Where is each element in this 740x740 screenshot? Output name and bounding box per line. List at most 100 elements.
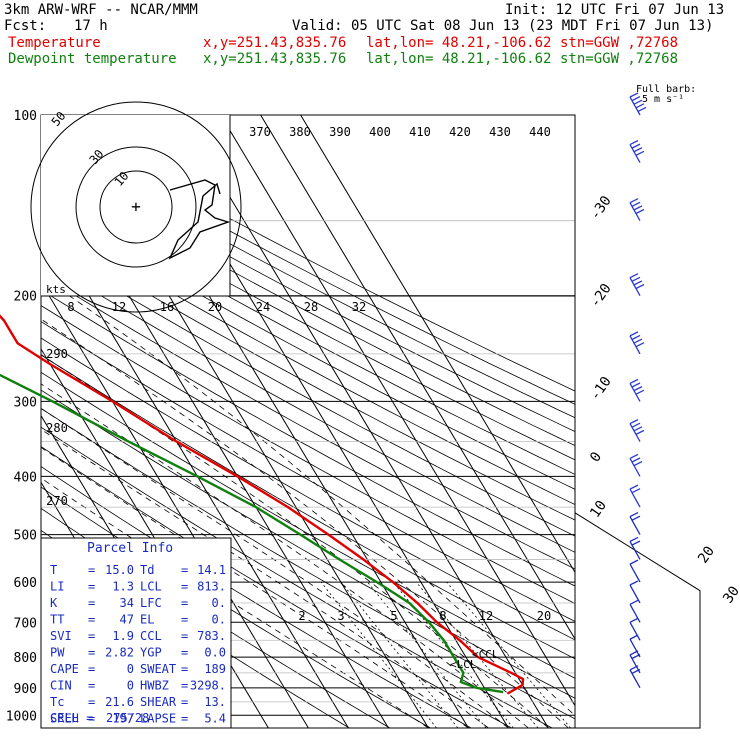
parcel-field-value: 0. <box>212 596 226 610</box>
dry-adiabat-line <box>41 175 575 461</box>
isotherm-line <box>260 115 575 640</box>
parcel-field-label: PW <box>50 646 65 660</box>
dry-adiabat-line <box>41 188 575 475</box>
temperature-profile-point <box>392 581 394 583</box>
wind-barb-flag <box>629 331 639 337</box>
wind-barb-staff <box>629 202 641 222</box>
wind-barb-staff <box>629 423 641 442</box>
mixing-ratio-label: 5 <box>390 609 397 623</box>
parcel-field-label: YGP <box>140 646 162 660</box>
wind-barb-flag <box>633 99 643 105</box>
plot-extension-frame <box>574 512 701 729</box>
isotherm-label: 20 <box>695 543 718 566</box>
wind-barb-flag <box>629 378 639 384</box>
dry-adiabat-line <box>41 337 575 641</box>
parcel-field-value: 1.9 <box>112 629 134 643</box>
wind-barb-staff <box>629 638 641 658</box>
pressure-tick-label: 700 <box>14 616 37 631</box>
pressure-tick-label: 100 <box>14 109 37 124</box>
mixing-ratio-line <box>446 581 571 728</box>
parcel-field-value: 189 <box>204 662 226 676</box>
dewpoint-profile-point <box>51 400 54 402</box>
wind-barb-flag <box>631 382 641 388</box>
wind-barb-flag <box>629 419 639 425</box>
pressure-tick-label: 800 <box>14 651 37 666</box>
wind-barb-flag <box>635 429 645 435</box>
wind-barb-flag <box>631 143 641 149</box>
mixing-ratio-line <box>320 581 437 728</box>
model-title: 3km ARW-WRF -- NCAR/MMM <box>4 2 198 18</box>
dry-adiabat-line <box>41 125 575 405</box>
wind-barb-flag <box>633 386 643 392</box>
hodograph-ring <box>30 101 242 313</box>
parcel-info-box: Parcel Info T = 15.0 Td = 14.1 LI = 1.3 LCL = 813. K =… <box>40 537 232 729</box>
parcel-field-eq: = <box>181 580 188 594</box>
hodograph-speed-tick: 12 <box>112 300 126 314</box>
dry-adiabat-line <box>41 162 575 446</box>
parcel-field-label: CAPE <box>50 662 79 676</box>
temperature-legend: Temperature <box>8 35 101 51</box>
hodograph-speed-tick: 24 <box>256 300 270 314</box>
wind-barb-flag <box>631 334 641 341</box>
wind-barb-flag <box>633 338 643 344</box>
temperature-profile-point <box>17 342 19 344</box>
theta-e-label: 430 <box>489 125 511 139</box>
parcel-field-value: 21.6 <box>105 695 134 709</box>
wind-barb-flag <box>631 457 641 463</box>
wind-barb-staff <box>629 96 641 116</box>
lcl-label: <LCL <box>450 658 477 671</box>
wind-barb-flag <box>629 453 639 459</box>
dewpoint-profile-point <box>428 621 430 623</box>
moist-adiabat-line <box>41 477 429 728</box>
wind-barb-flag <box>635 389 645 395</box>
dry-adiabat-line <box>41 244 575 537</box>
mixing-ratio-label: 12 <box>479 609 493 623</box>
parcel-info-title: Parcel Info <box>87 541 173 556</box>
pressure-tick-label: 1000 <box>6 709 37 724</box>
wind-barb-staff <box>629 541 641 560</box>
parcel-field-eq: = <box>88 646 95 660</box>
temperature-profile-point <box>436 621 438 623</box>
dewpoint-legend: Dewpoint temperature <box>8 51 177 67</box>
wind-barb-flag <box>635 150 645 156</box>
wind-barb-staff <box>629 603 641 623</box>
wind-barb-flag <box>635 283 645 290</box>
wind-barb-flag <box>637 106 647 112</box>
wind-barb-flag <box>629 139 639 146</box>
dewpoint-profile-point <box>502 691 504 693</box>
isotherm-label: 30 <box>720 583 740 606</box>
dry-adiabat-line <box>41 230 575 521</box>
wind-barb-flag <box>633 205 643 211</box>
mixing-ratio-line <box>367 581 487 728</box>
barb-legend-unit: 5 m s⁻¹ <box>642 94 685 105</box>
wind-barb-flag <box>631 422 641 428</box>
parcel-field-value: 0 <box>127 662 134 676</box>
theta-e-label: 380 <box>289 125 311 139</box>
wind-barb-flag <box>629 559 639 565</box>
dry-adiabat-line <box>41 305 575 605</box>
parcel-cell-label: CELL = <box>50 711 93 725</box>
isotherm-label: 10 <box>587 498 610 521</box>
dewpoint-profile-point <box>475 687 477 689</box>
wind-barb-flag <box>629 273 639 279</box>
plot-area <box>41 115 575 728</box>
temperature-profile-point <box>3 319 5 322</box>
wind-barb-flag <box>631 96 641 102</box>
wind-barb-flag <box>629 484 639 490</box>
wind-barb-flag <box>631 540 641 546</box>
parcel-field-eq: = <box>181 629 188 643</box>
dry-adiabat-line <box>41 321 575 622</box>
dewpoint-profile-point <box>255 506 257 508</box>
dry-adiabat-line <box>41 259 575 553</box>
wind-barb-flag <box>629 617 639 623</box>
fcst-hours: 17 h <box>74 18 108 34</box>
dry-adiabat-line <box>41 202 575 490</box>
fcst-label: Fcst: <box>4 18 47 34</box>
parcel-field-eq: = <box>181 679 188 693</box>
moist-adiabat-line <box>41 407 509 728</box>
wind-barb-flag <box>633 147 643 153</box>
ccl-label: <CCL <box>472 648 499 661</box>
wind-barbs <box>629 92 647 689</box>
parcel-field-value: 197 <box>112 712 134 726</box>
hodograph-ring <box>75 146 197 268</box>
